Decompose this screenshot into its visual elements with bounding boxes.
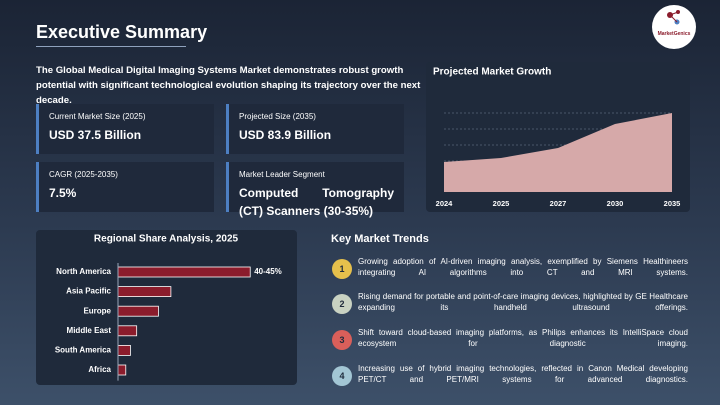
trend-text: Increasing use of hybrid imaging technol… [358,364,688,384]
x-tick-label: 2027 [550,199,567,208]
trend-item: 2 Rising demand for portable and point-of… [332,291,690,321]
y-tick-label: Africa [88,365,111,374]
trend-item: 4 Increasing use of hybrid imaging techno… [332,363,690,393]
region-panel [36,230,297,385]
card-value: Computed Tomography (CT) Scanners (30-35… [239,186,394,218]
trend-number: 2 [332,294,352,314]
card-label: CAGR (2025-2035) [49,170,118,179]
bar [117,364,127,376]
bar [117,286,172,298]
logo-icon [667,10,680,25]
y-tick-label: Asia Pacific [66,287,111,296]
logo-text: MarketGenics [657,31,691,37]
bar [117,266,251,278]
card-value: 7.5% [49,186,77,200]
y-tick-label: South America [55,346,112,355]
card-value: USD 83.9 Billion [239,128,332,142]
stat-card: Current Market Size (2025) USD 37.5 Billi… [36,104,214,154]
stat-card: Projected Size (2035) USD 83.9 Billion [226,104,404,154]
x-tick-label: 2025 [493,199,510,208]
value-label: 40-45% [254,267,282,276]
y-tick-label: Europe [83,306,111,315]
x-tick-label: 2024 [436,199,454,208]
card-label: Current Market Size (2025) [49,112,146,121]
slide-title: Executive Summary [36,22,208,42]
trend-text: Rising demand for portable and point-of-… [358,292,688,312]
bar [117,344,131,356]
stat-card: Market Leader Segment Computed Tomography… [226,162,404,218]
trends-title: Key Market Trends [331,233,429,245]
trend-number: 3 [332,330,352,350]
intro-text: The Global Medical Digital Imaging Syste… [36,65,421,106]
trend-number: 1 [332,259,352,279]
title-rule [36,46,186,47]
card-value: USD 37.5 Billion [49,128,142,142]
trend-item: 1 Growing adoption of AI-driven imaging a… [332,256,690,286]
chart-title: Regional Share Analysis, 2025 [94,234,239,245]
y-tick-label: Middle East [67,326,112,335]
y-tick-label: North America [56,267,111,276]
stat-card: CAGR (2025-2035) 7.5% [36,162,214,212]
bar [117,325,138,337]
x-tick-label: 2030 [607,199,624,208]
logo: MarketGenics [652,5,696,49]
card-label: Market Leader Segment [239,170,325,179]
area [444,113,672,192]
card-label: Projected Size (2035) [239,112,316,121]
trend-item: 3 Shift toward cloud-based imaging platfo… [332,327,690,357]
trend-text: Growing adoption of AI-driven imaging an… [358,257,688,277]
trend-number: 4 [332,366,352,386]
chart-title: Projected Market Growth [433,67,551,78]
trend-text: Shift toward cloud-based imaging platfor… [358,328,688,348]
bar [117,305,159,317]
x-tick-label: 2035 [664,199,681,208]
